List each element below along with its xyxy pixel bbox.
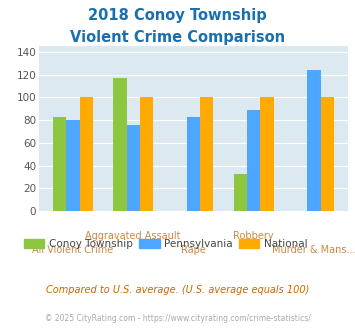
Text: Rape: Rape [181,245,206,254]
Text: Violent Crime Comparison: Violent Crime Comparison [70,30,285,45]
Text: 2018 Conoy Township: 2018 Conoy Township [88,8,267,23]
Text: © 2025 CityRating.com - https://www.cityrating.com/crime-statistics/: © 2025 CityRating.com - https://www.city… [45,314,310,323]
Bar [321,97,334,211]
Bar [187,117,200,211]
Bar [140,97,153,211]
Bar [200,97,213,211]
Legend: Conoy Township, Pennsylvania, National: Conoy Township, Pennsylvania, National [20,235,311,253]
Text: Robbery: Robbery [234,231,274,241]
Bar [66,120,80,211]
Bar [260,97,274,211]
Bar [307,70,321,211]
Bar [113,78,127,211]
Bar [234,174,247,211]
Bar [80,97,93,211]
Text: Compared to U.S. average. (U.S. average equals 100): Compared to U.S. average. (U.S. average … [46,285,309,295]
Bar [127,125,140,211]
Text: Aggravated Assault: Aggravated Assault [86,231,181,241]
Bar [247,110,260,211]
Bar [53,117,66,211]
Text: All Violent Crime: All Violent Crime [32,245,114,254]
Text: Murder & Mans...: Murder & Mans... [272,245,355,254]
